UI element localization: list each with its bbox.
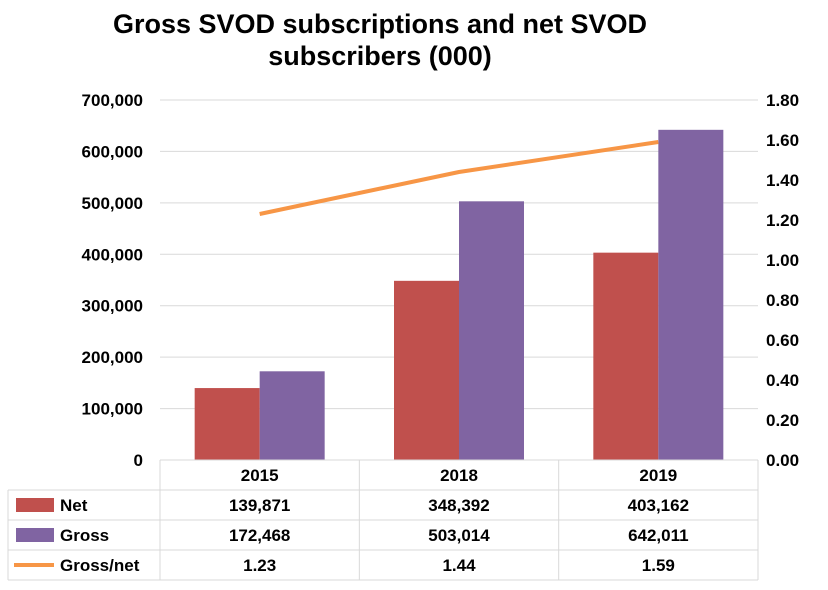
legend-label: Gross <box>60 526 109 545</box>
bar-net <box>394 280 459 460</box>
table-value: 139,871 <box>229 496 290 515</box>
table-value: 642,011 <box>628 526 689 545</box>
bar-net <box>593 252 659 460</box>
line-gross-net-ratio <box>259 140 659 216</box>
table-value: 403,162 <box>628 496 689 515</box>
bar-gross <box>259 371 325 460</box>
table-value: 1.59 <box>642 556 675 575</box>
y-right-tick-label: 0.20 <box>766 411 799 430</box>
y-left-tick-label: 300,000 <box>82 297 143 316</box>
y-left-tick-label: 500,000 <box>82 194 143 213</box>
y-left-tick-label: 0 <box>134 451 143 470</box>
legend-label: Gross/net <box>60 556 140 575</box>
legend-key-net <box>16 498 54 512</box>
legend-label: Net <box>60 496 88 515</box>
y-left-tick-label: 700,000 <box>82 91 143 110</box>
y-left-tick-label: 100,000 <box>82 400 143 419</box>
y-left-tick-label: 400,000 <box>82 245 143 264</box>
y-right-tick-label: 1.40 <box>766 171 799 190</box>
category-label: 2015 <box>241 466 279 485</box>
y-right-tick-label: 0.00 <box>766 451 799 470</box>
table-value: 172,468 <box>229 526 290 545</box>
bar-gross <box>658 129 724 460</box>
y-right-tick-label: 1.80 <box>766 91 799 110</box>
table-value: 348,392 <box>428 496 489 515</box>
y-right-tick-label: 1.20 <box>766 211 799 230</box>
y-right-tick-label: 1.60 <box>766 131 799 150</box>
y-right-tick-label: 0.40 <box>766 371 799 390</box>
y-right-tick-label: 1.00 <box>766 251 799 270</box>
y-left-tick-label: 600,000 <box>82 142 143 161</box>
legend-key-gross <box>16 528 54 542</box>
table-value: 1.44 <box>442 556 476 575</box>
category-label: 2018 <box>440 466 478 485</box>
table-value: 503,014 <box>428 526 490 545</box>
category-label: 2019 <box>639 466 677 485</box>
bar-net <box>194 388 260 460</box>
y-right-tick-label: 0.60 <box>766 331 799 350</box>
table-value: 1.23 <box>243 556 276 575</box>
chart-title: Gross SVOD subscriptions and net SVOD su… <box>112 9 648 71</box>
bar-gross <box>459 201 524 461</box>
y-right-tick-label: 0.80 <box>766 291 799 310</box>
y-left-tick-label: 200,000 <box>82 348 143 367</box>
